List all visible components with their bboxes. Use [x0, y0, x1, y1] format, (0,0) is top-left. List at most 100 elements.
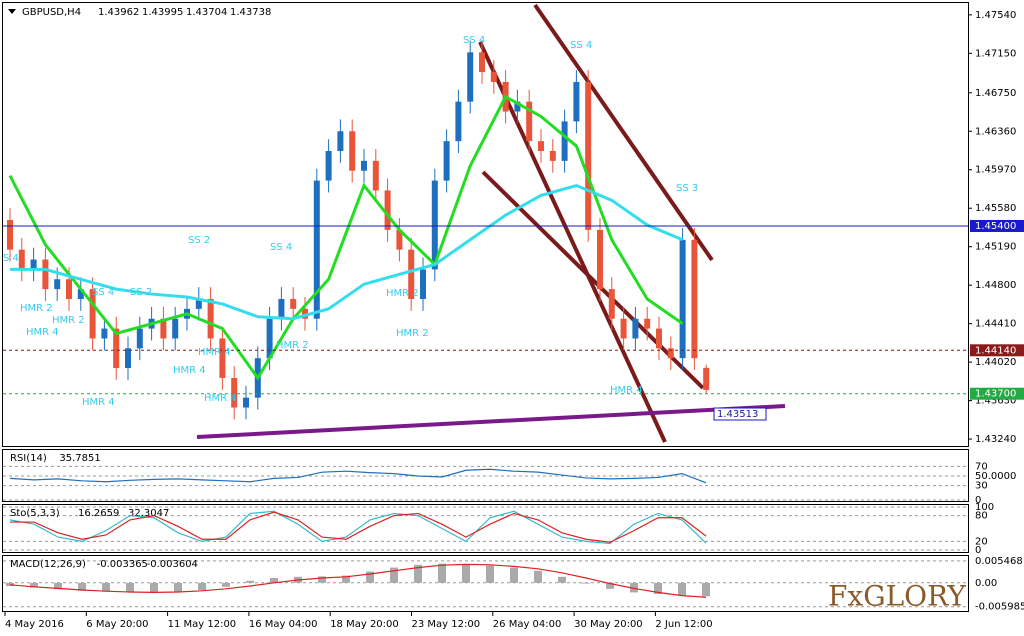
macd-bar [54, 582, 62, 590]
indicator-value: 16.2659 [78, 508, 119, 519]
menu-arrow [8, 9, 16, 14]
candle-body [325, 150, 332, 181]
candle-body [372, 160, 379, 191]
y-tick-label: 1.43240 [975, 434, 1016, 445]
pattern-annotation: HMR 2 [396, 328, 429, 339]
macd-bar [510, 567, 518, 583]
pattern-annotation: HMR 2 [52, 315, 85, 326]
x-tick-label: 26 May 04:00 [493, 619, 562, 630]
candle-body [337, 131, 344, 151]
pattern-annotation: HMR 4 [198, 347, 231, 358]
y-tick-label: 1.44020 [975, 357, 1016, 368]
ohlc-value: 1.43704 [186, 7, 227, 18]
macd-bar [102, 582, 110, 592]
y-tick-label: 0.005468 [975, 556, 1023, 567]
macd-bar [78, 582, 86, 591]
candle-body [278, 298, 285, 319]
y-tick-label: 100 [975, 502, 994, 513]
macd-bar [222, 582, 230, 587]
y-tick-label: 0.00 [975, 578, 997, 589]
indicator-line [9, 510, 707, 545]
y-tick-label: 70 [975, 461, 988, 472]
indicator-line [9, 468, 707, 484]
candle-body [455, 101, 462, 142]
y-tick-label: 80 [975, 511, 988, 522]
candle-body [125, 348, 131, 369]
y-tick-label: 1.44800 [975, 280, 1016, 291]
macd-bar [414, 564, 422, 583]
candle-body [136, 328, 143, 349]
ohlc-value: 1.43995 [142, 7, 183, 18]
trendline-label: 1.43513 [717, 409, 758, 420]
candle-body [160, 318, 167, 339]
indicator-label: Sto(5,3,3) [10, 508, 60, 519]
pattern-annotation: SS 4 [463, 35, 485, 46]
sto-frame [2, 504, 969, 553]
candle-body [42, 259, 49, 290]
candle-body [490, 72, 497, 82]
candle-body [561, 121, 568, 161]
macd-signal [9, 563, 707, 598]
candle-body [526, 101, 533, 142]
candle-body [101, 328, 108, 339]
candle-body [349, 131, 356, 171]
pattern-annotation: SS 3 [676, 183, 698, 194]
y-tick-label: 20 [975, 536, 988, 547]
macd-bar [462, 564, 470, 583]
macd-bar [318, 576, 326, 583]
logo: FxGLORY [828, 580, 966, 613]
y-tick-label: 1.46360 [975, 126, 1016, 137]
macd-bar [654, 582, 662, 594]
macd-bar [678, 582, 686, 596]
level-label-box [970, 219, 1024, 232]
pattern-annotation: HMR 2 [386, 288, 419, 299]
symbol: GBPUSD,H4 [22, 7, 81, 18]
y-tick-label: 50.0000 [975, 471, 1016, 482]
candle-body [431, 180, 438, 270]
pattern-annotation: SS 2 [188, 235, 210, 246]
channel-line [478, 41, 667, 443]
macd-bar [630, 582, 638, 593]
y-tick-label: 0 [975, 545, 981, 556]
pattern-annotation: HMR 2 [20, 303, 53, 314]
macd-bar [126, 582, 134, 592]
macd-bar [558, 576, 566, 583]
ohlc-value: 1.43962 [98, 7, 139, 18]
macd-frame [2, 555, 969, 612]
level-label-box [970, 387, 1024, 400]
pattern-annotation: HMR 4 [610, 385, 643, 396]
main-frame [2, 2, 969, 447]
candle-body [656, 328, 662, 349]
candle-body [7, 220, 13, 250]
pattern-annotation: SS 4 [92, 287, 114, 298]
macd-bar [150, 582, 158, 593]
x-tick-label: 18 May 20:00 [330, 619, 399, 630]
candle-body [585, 81, 592, 230]
candle-body [266, 318, 273, 359]
indicator-label: RSI(14) [10, 453, 47, 464]
level-label: 1.44140 [975, 345, 1016, 356]
macd-bar [270, 578, 278, 583]
pattern-annotation: SS 2 [130, 287, 152, 298]
pattern-annotation: HMR 4 [204, 393, 237, 404]
candle-body [679, 239, 686, 359]
x-tick-label: 23 May 12:00 [412, 619, 481, 630]
candle-body [66, 279, 72, 299]
candle-body [691, 239, 698, 359]
pattern-annotation: HMR 4 [82, 397, 115, 408]
macd-bar [702, 582, 710, 597]
candle-body [231, 377, 238, 408]
x-tick-label: 6 May 20:00 [86, 619, 148, 630]
macd-bar [6, 582, 14, 586]
macd-bar [582, 582, 590, 584]
x-tick-label: 4 May 2016 [5, 619, 64, 630]
pattern-annotation: HMR 4 [26, 327, 59, 338]
candle-body [219, 338, 226, 378]
moving-average [8, 94, 684, 381]
candle-body [207, 298, 214, 339]
indicator-value: 35.7851 [59, 453, 100, 464]
macd-bar [390, 567, 398, 583]
candle-body [443, 141, 450, 181]
